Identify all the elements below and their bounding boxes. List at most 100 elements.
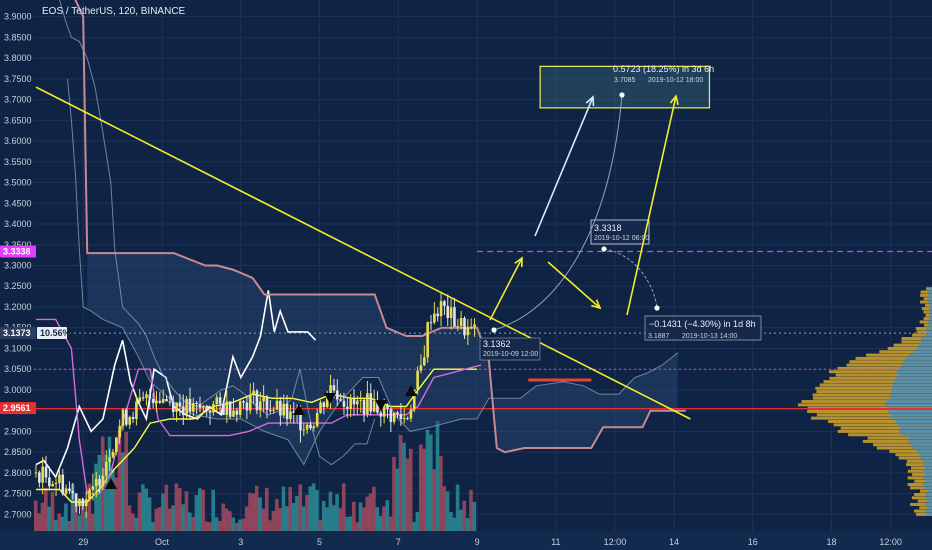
volume-bar bbox=[124, 431, 128, 531]
profile-bar bbox=[910, 486, 932, 490]
volume-bar bbox=[67, 520, 72, 531]
profile-bar bbox=[926, 287, 932, 291]
candle-body bbox=[125, 409, 128, 425]
volume-bar bbox=[288, 487, 293, 531]
profile-bar bbox=[924, 323, 932, 327]
volume-bar bbox=[392, 456, 396, 531]
price-badge-current-text: 3.1373 bbox=[3, 328, 31, 338]
volume-bar bbox=[208, 522, 212, 531]
volume-bar bbox=[187, 512, 192, 531]
volume-bar bbox=[204, 521, 209, 531]
candle-body bbox=[342, 400, 346, 407]
volume-bar bbox=[278, 507, 282, 531]
profile-bar bbox=[921, 307, 932, 311]
volume-bar bbox=[248, 492, 252, 531]
candle-body bbox=[252, 390, 255, 396]
candle-body bbox=[346, 406, 349, 409]
volume-bar bbox=[244, 506, 249, 531]
annotations[interactable]: 0.5723 (18.25%) in 3d 6h 3.7085 2019-10-… bbox=[483, 64, 756, 358]
profile-bar bbox=[906, 459, 932, 463]
volume-bar bbox=[194, 495, 199, 531]
candle-body bbox=[158, 400, 162, 403]
y-tick-label: 3.8000 bbox=[4, 53, 32, 63]
mid-price-label: 3.3318 bbox=[594, 223, 622, 233]
volume-bar bbox=[338, 508, 343, 531]
volume-bar bbox=[60, 516, 65, 531]
profile-bar-inner bbox=[928, 307, 932, 311]
volume-bar bbox=[455, 484, 460, 531]
profile-bar bbox=[812, 393, 932, 397]
y-tick-label: 3.2500 bbox=[4, 281, 32, 291]
candle-body bbox=[245, 402, 249, 411]
profile-bar-inner bbox=[916, 346, 932, 350]
volume-bar bbox=[462, 500, 467, 531]
profile-bar bbox=[811, 416, 932, 420]
candle-body bbox=[402, 418, 406, 420]
candle-body bbox=[118, 426, 121, 438]
volume-bar bbox=[298, 484, 303, 531]
candle-body bbox=[416, 370, 419, 390]
volume-bar bbox=[422, 448, 426, 531]
candle-body bbox=[439, 301, 443, 317]
profile-bar-inner bbox=[929, 313, 932, 317]
candle-body bbox=[436, 313, 440, 317]
profile-bar-inner bbox=[929, 323, 932, 327]
arrow-up-long-head bbox=[669, 94, 679, 105]
candle-body bbox=[155, 400, 158, 404]
profile-bar bbox=[816, 390, 932, 394]
volume-bar bbox=[378, 515, 383, 531]
series-chikou bbox=[59, 0, 376, 466]
volume-bar bbox=[285, 506, 289, 531]
volume-bar bbox=[47, 506, 51, 531]
volume-bar bbox=[74, 505, 78, 531]
price-badge-current bbox=[0, 326, 36, 339]
y-tick-label: 2.7000 bbox=[4, 509, 32, 519]
profile-bar-inner bbox=[890, 396, 932, 400]
profile-bar-inner bbox=[926, 330, 932, 334]
volume-bar bbox=[151, 522, 155, 531]
candle-body bbox=[332, 385, 336, 391]
volume-bar bbox=[341, 483, 346, 531]
anchor-dot bbox=[654, 305, 660, 311]
volume-bar bbox=[385, 500, 390, 531]
candle-body bbox=[248, 395, 252, 411]
target-measure-sub: 3.7085 bbox=[614, 77, 636, 84]
y-tick-label: 2.8500 bbox=[4, 447, 32, 457]
volume-bar bbox=[415, 511, 420, 531]
volume-bar bbox=[241, 518, 246, 531]
signal-markers bbox=[105, 385, 417, 489]
drawings[interactable] bbox=[35, 65, 762, 420]
candle-body bbox=[228, 401, 232, 417]
volume-bar bbox=[465, 518, 470, 531]
volume-bar bbox=[147, 497, 152, 531]
profile-bar-inner bbox=[921, 340, 932, 344]
candle-body bbox=[262, 397, 265, 402]
y-tick-label: 3.1000 bbox=[4, 343, 32, 353]
candle-body bbox=[198, 404, 202, 408]
volume-bar bbox=[271, 510, 276, 531]
anchor-dot bbox=[491, 327, 497, 333]
profile-bar-inner bbox=[929, 297, 932, 301]
volume-bar bbox=[184, 491, 189, 531]
profile-bar bbox=[801, 400, 932, 404]
profile-bar bbox=[901, 340, 932, 344]
profile-bar bbox=[848, 433, 932, 437]
percent-badge-text: 10.56% bbox=[40, 328, 71, 338]
x-tick-label: 29 bbox=[78, 537, 88, 547]
volume-bar bbox=[318, 519, 323, 531]
candle-body bbox=[396, 412, 399, 415]
profile-bar bbox=[837, 366, 932, 370]
volume-bar bbox=[281, 486, 286, 531]
profile-bar-inner bbox=[898, 366, 932, 370]
price-badge-red bbox=[0, 402, 36, 415]
profile-bar bbox=[923, 297, 932, 301]
profile-bar-inner bbox=[920, 456, 932, 460]
volume-bar bbox=[368, 493, 373, 531]
volume-bar bbox=[352, 501, 356, 531]
candle-body bbox=[366, 393, 369, 415]
profile-bar bbox=[889, 449, 932, 453]
x-tick-label: 7 bbox=[396, 537, 401, 547]
candle-body bbox=[412, 389, 416, 410]
